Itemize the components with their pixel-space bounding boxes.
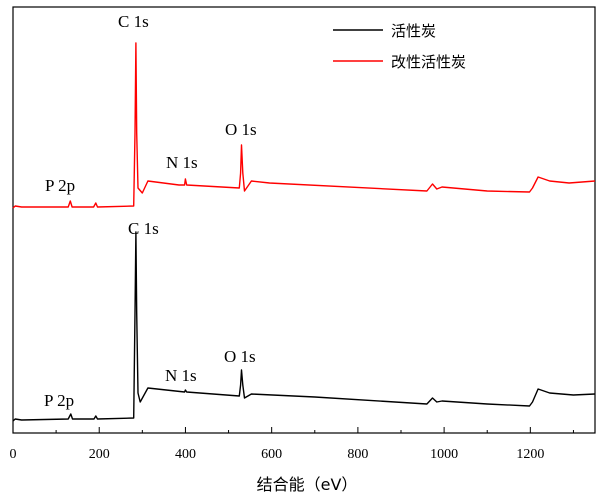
annotation-black-n1s: N 1s: [165, 366, 197, 385]
annotation-black-c1s: C 1s: [128, 219, 159, 238]
annotation-red-o1s: O 1s: [225, 120, 257, 139]
legend-label-red: 改性活性炭: [391, 53, 466, 71]
annotation-red-n1s: N 1s: [166, 153, 198, 172]
legend: 活性炭 改性活性炭: [333, 22, 466, 71]
x-tick-label: 0: [10, 447, 17, 462]
x-tick-label: 200: [89, 447, 110, 462]
plot-frame: [12, 6, 596, 434]
series-lines: [12, 42, 596, 422]
annotation-black-o1s: O 1s: [224, 347, 256, 366]
x-tick-label: 800: [347, 447, 368, 462]
series-line-modified-activated-carbon: [12, 42, 596, 209]
series-line-activated-carbon: [12, 231, 596, 422]
annotation-red-p2p: P 2p: [45, 176, 75, 195]
annotation-red-c1s: C 1s: [118, 12, 149, 31]
x-axis: 0 200 400 600 800 1000 1200: [10, 427, 574, 462]
x-tick-label: 600: [261, 447, 282, 462]
x-axis-label: 结合能（eV）: [257, 475, 358, 494]
annotation-black-p2p: P 2p: [44, 391, 74, 410]
x-tick-label: 1000: [430, 447, 458, 462]
x-tick-label: 400: [175, 447, 196, 462]
x-tick-label: 1200: [516, 447, 544, 462]
legend-label-black: 活性炭: [391, 22, 436, 40]
